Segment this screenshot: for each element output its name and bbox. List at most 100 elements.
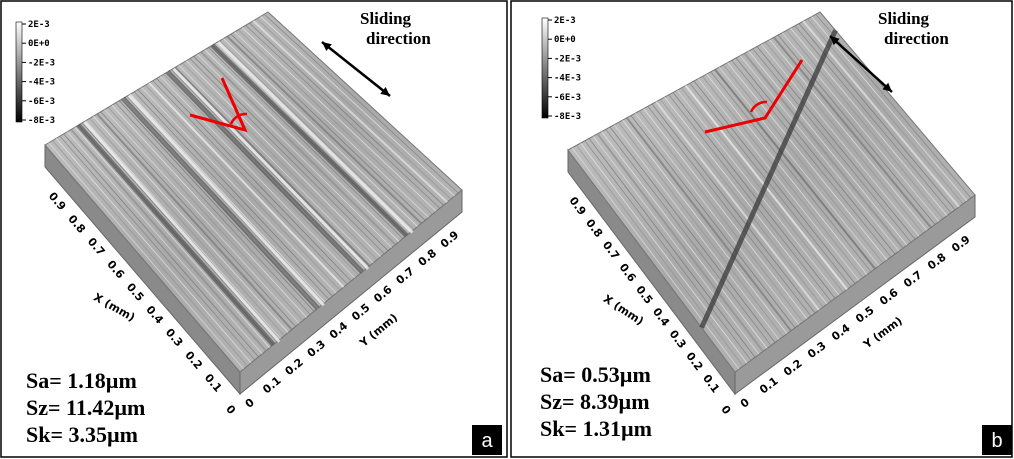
angle-arc <box>229 112 248 125</box>
surface-texture <box>152 80 348 285</box>
roughness-stat: Sk= 3.35µm <box>26 422 138 447</box>
surface-texture <box>145 84 341 291</box>
surface-texture <box>66 131 263 355</box>
surface-texture <box>643 108 808 320</box>
y-tick-label: 0.9 <box>949 233 972 255</box>
panel-label: a <box>481 430 493 452</box>
surface-texture <box>85 120 281 339</box>
surface-texture <box>63 133 259 358</box>
arrow-head <box>380 86 390 96</box>
x-tick-label: 0 <box>718 403 733 417</box>
surface-ridge <box>127 94 325 307</box>
surface-texture <box>100 111 296 327</box>
x-tick-label: 0.5 <box>124 281 147 304</box>
y-tick-label: 0.7 <box>394 265 417 287</box>
surface-texture <box>613 124 780 340</box>
y-tick-label: 0.7 <box>901 268 924 290</box>
surface-texture <box>159 76 355 279</box>
surface-texture <box>111 104 307 318</box>
surface-texture <box>647 106 812 317</box>
roughness-stat: Sz= 11.42µm <box>26 395 145 420</box>
surface-texture <box>256 18 452 200</box>
surface-texture <box>689 83 852 287</box>
colorbar-label: 2E-3 <box>554 16 576 26</box>
surface-texture <box>601 131 768 349</box>
roughness-stat: Sk= 1.31µm <box>540 416 652 441</box>
surface-texture <box>241 27 437 212</box>
arrow-head <box>830 36 840 46</box>
y-tick-label: 0.8 <box>416 246 439 268</box>
surface-texture <box>182 62 378 261</box>
x-tick-label: 0.8 <box>65 212 88 235</box>
y-tick-label: 0.3 <box>805 339 828 361</box>
surface-texture <box>811 16 968 202</box>
colorbar-label: -8E-3 <box>554 112 581 122</box>
surface-texture <box>723 64 884 264</box>
surface-texture <box>639 110 804 323</box>
roughness-stat: Sa= 1.18µm <box>26 368 137 393</box>
y-tick-label: 0.1 <box>757 374 780 396</box>
surface-texture <box>89 118 285 336</box>
y-tick-label: 0.9 <box>438 228 461 250</box>
surface-texture <box>137 89 333 297</box>
surface-texture <box>807 18 964 205</box>
colorbar <box>541 17 549 119</box>
surface-texture <box>697 78 860 281</box>
surface-texture <box>260 16 455 197</box>
surface-texture <box>81 122 278 342</box>
surface-texture <box>148 82 345 288</box>
x-tick-label: 0.1 <box>700 372 722 395</box>
surface-texture <box>693 80 856 284</box>
x-tick-label: 0.7 <box>600 239 622 262</box>
surface-texture <box>752 48 912 243</box>
surface-groove <box>121 96 320 311</box>
surface-texture <box>706 73 868 275</box>
y-tick-label: 0.3 <box>305 337 328 359</box>
surface-texture <box>584 140 752 361</box>
surface-texture <box>777 34 936 225</box>
roughness-stat: Sa= 0.53µm <box>540 362 651 387</box>
surface-texture <box>634 112 800 326</box>
surface-texture <box>74 127 270 348</box>
annotation: direction <box>884 29 949 48</box>
y-tick-label: 0.2 <box>283 356 306 378</box>
surface-texture <box>93 115 289 333</box>
surface-texture <box>592 135 760 355</box>
surface-texture <box>249 22 444 206</box>
x-tick-label: 0.3 <box>163 326 186 349</box>
surface-ridge <box>217 41 414 234</box>
x-tick-label: 0.9 <box>566 194 588 217</box>
surface-texture <box>596 133 764 352</box>
surface-texture <box>200 51 397 246</box>
colorbar-label: -6E-3 <box>554 93 581 103</box>
surface-texture <box>672 92 836 299</box>
surface-texture <box>664 96 828 305</box>
y-tick-label: 0.1 <box>260 374 283 396</box>
surface-texture <box>790 27 948 216</box>
surface-texture <box>219 40 415 230</box>
colorbar-label: -2E-3 <box>554 54 581 64</box>
surface-texture <box>655 101 820 311</box>
angle-marker <box>189 77 248 133</box>
surface-texture <box>660 99 824 308</box>
colorbar-label: -4E-3 <box>554 74 581 84</box>
surface-texture <box>781 32 940 222</box>
surface-texture <box>605 129 772 346</box>
surface-texture <box>226 35 422 225</box>
surface-texture <box>702 76 864 278</box>
surface-texture <box>714 68 876 270</box>
colorbar-label: -4E-3 <box>28 78 55 88</box>
y-tick-label: 0.6 <box>877 286 901 308</box>
colorbar-label: 2E-3 <box>28 20 50 30</box>
panel-label-box <box>472 425 502 455</box>
surface-texture <box>802 20 960 208</box>
surface-texture <box>52 140 248 367</box>
surface-texture <box>174 66 371 267</box>
surface-texture <box>727 62 888 261</box>
surface-texture <box>130 93 326 303</box>
surface-texture <box>208 47 404 239</box>
x-tick-label: 0.6 <box>104 258 127 282</box>
surface-texture <box>133 91 330 300</box>
